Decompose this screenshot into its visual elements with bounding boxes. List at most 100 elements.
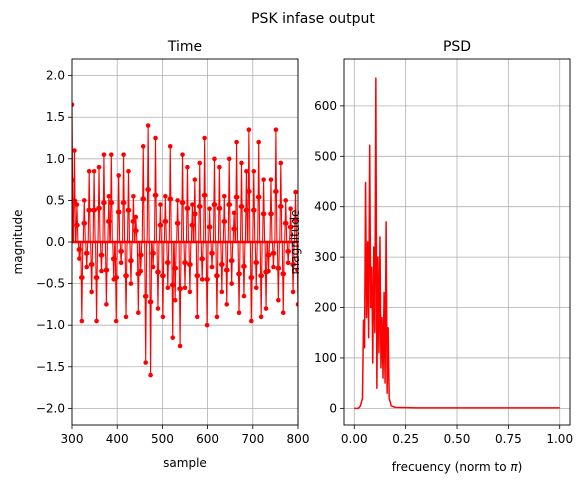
time-marker [163,193,168,199]
time-marker [178,286,183,292]
time-marker [94,275,100,280]
y-tick-label: 1.5 [46,110,65,124]
y-tick-label: 1.0 [46,152,65,166]
time-marker [190,202,195,207]
time-marker [183,260,188,265]
time-marker [276,265,282,271]
time-marker [107,219,112,224]
time-xlabel: sample [163,456,207,470]
time-marker [126,207,132,213]
time-marker [283,198,289,203]
time-marker [139,252,144,258]
time-marker [106,193,112,199]
time-marker [274,189,279,194]
time-marker [118,260,124,266]
time-marker [219,289,225,295]
time-marker [279,204,284,209]
time-marker [72,102,75,108]
time-marker [121,152,126,157]
time-marker [197,160,203,166]
time-marker [109,200,115,205]
time-marker [286,249,292,254]
time-marker [156,269,161,275]
time-marker [141,196,147,202]
time-marker [239,160,244,166]
time-marker [200,256,206,262]
time-marker [143,360,148,365]
time-marker [217,206,223,211]
time-marker [222,193,227,199]
y-tick-label: 0 [329,401,337,415]
time-marker [163,219,169,224]
time-marker [109,152,114,157]
time-marker [229,281,234,286]
time-marker [244,168,249,174]
time-marker [77,256,82,261]
psd-series [354,77,560,410]
psd-ylabel: magnitude [288,210,302,275]
time-marker [131,193,136,199]
time-marker [210,250,215,256]
time-marker [128,281,134,286]
time-marker [241,293,247,299]
x-tick-label: 0.50 [444,432,471,446]
time-marker [121,200,127,205]
time-marker [207,206,212,212]
time-marker [172,297,178,303]
x-tick-label: 1.00 [546,432,573,446]
time-marker [273,127,279,133]
time-marker [116,173,121,178]
time-title: Time [167,39,202,55]
psd-line [354,77,560,410]
time-marker [254,260,260,265]
y-tick-label: 500 [314,149,337,163]
time-marker [168,196,174,202]
time-marker [97,206,102,211]
time-marker [226,156,232,162]
figure-suptitle: PSK infase output [251,11,375,27]
time-marker [148,372,153,378]
x-tick-label: 500 [151,432,174,446]
time-marker [173,265,179,271]
time-marker [153,192,159,198]
time-marker [161,273,166,278]
time-marker [207,224,213,230]
time-marker [224,302,230,307]
time-marker [242,264,247,269]
time-marker [138,268,144,274]
time-marker [102,200,107,205]
time-marker [199,277,205,282]
time-marker [145,123,151,128]
time-marker [278,160,284,166]
time-marker [212,202,218,207]
time-series-clip [72,102,298,378]
time-marker [252,207,257,213]
time-marker [89,262,95,267]
time-marker [99,252,105,258]
time-marker [234,139,239,145]
time-marker [288,224,294,230]
time-marker [75,222,80,228]
time-marker [143,293,149,299]
time-marker [256,139,261,145]
time-marker [256,194,262,200]
time-marker [295,302,298,307]
y-tick-label: −2.0 [36,401,65,415]
time-marker [271,264,276,270]
y-tick-label: 200 [314,301,337,315]
time-marker [247,189,252,194]
time-marker [283,220,289,226]
time-marker [104,302,109,307]
time-marker [185,164,190,170]
time-marker [116,209,122,215]
time-marker [84,250,90,256]
time-marker [227,202,233,207]
time-marker [195,273,201,278]
time-marker [253,285,259,291]
psd-xlabel: frecuency (norm to π) [392,460,523,474]
psd-ticks: 0.00 0.25 0.50 0.75 1.00 0 100 200 300 400 500 600 [314,99,573,446]
time-marker [217,164,222,170]
time-marker [290,289,296,295]
time-marker [246,127,252,133]
time-marker [293,189,298,195]
